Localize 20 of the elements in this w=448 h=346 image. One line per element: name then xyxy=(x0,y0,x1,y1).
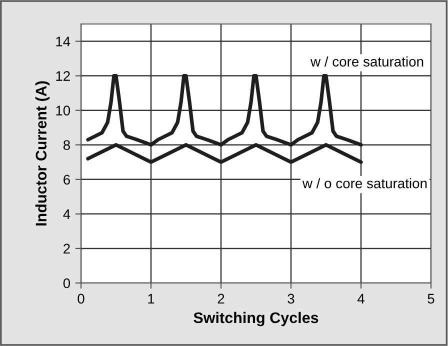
y-tick-label: 4 xyxy=(63,209,70,219)
annotation: w / o core saturation xyxy=(302,178,427,188)
x-tick-label: 4 xyxy=(357,294,364,304)
x-axis-title: Switching Cycles xyxy=(194,312,318,326)
x-tick-label: 1 xyxy=(148,294,154,304)
x-tick-label: 2 xyxy=(218,294,224,304)
y-tick-label: 12 xyxy=(56,71,70,81)
line-series xyxy=(86,143,363,164)
y-tick-label: 6 xyxy=(64,174,70,185)
x-tick-label: 5 xyxy=(428,294,434,304)
line-series xyxy=(86,74,363,147)
x-tick-label: 3 xyxy=(288,294,294,304)
y-tick-label: 10 xyxy=(56,106,70,116)
x-tick-label: 0 xyxy=(78,294,84,304)
y-axis-title: Inductor Current (A) xyxy=(35,81,50,226)
annotation: w / core saturation xyxy=(310,56,424,67)
y-tick-label: 0 xyxy=(63,278,70,288)
y-tick-label: 8 xyxy=(63,140,70,150)
y-tick-label: 14 xyxy=(56,36,70,46)
y-tick-label: 2 xyxy=(64,244,70,254)
